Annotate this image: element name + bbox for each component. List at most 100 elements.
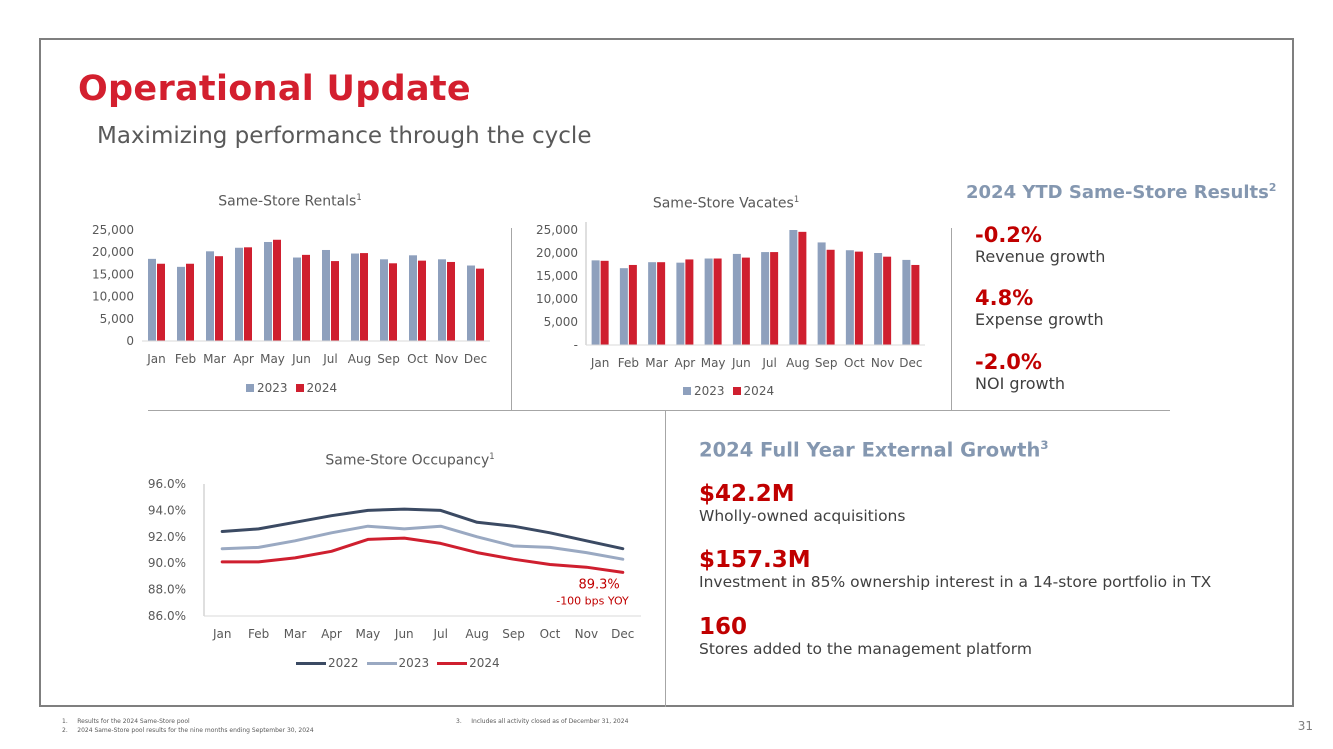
ytd-metric-noi: -2.0% NOI growth	[975, 350, 1065, 394]
y-tick-label: 20,000	[536, 246, 578, 260]
bar-2024-may	[713, 258, 722, 345]
bar-2024-jun	[302, 254, 310, 341]
y-tick-label: 88.0%	[148, 583, 186, 597]
x-tick-label: Jun	[394, 627, 414, 641]
footnote-1: 1. Results for the 2024 Same-Store pool	[62, 718, 190, 725]
occupancy-legend: 2022 2023 2024	[296, 656, 508, 670]
x-tick-label: Nov	[435, 352, 458, 366]
bar-2024-dec	[476, 268, 484, 341]
y-tick-label: -	[574, 338, 578, 352]
y-tick-label: 5,000	[544, 315, 578, 329]
bar-2023-may	[264, 241, 272, 341]
external-metric-acquisitions: $42.2M Wholly-owned acquisitions	[699, 481, 905, 527]
divider-horizontal	[148, 410, 1170, 411]
x-tick-label: Dec	[611, 627, 634, 641]
legend-label-2022: 2022	[328, 656, 359, 670]
legend-item-2023: 2023	[246, 381, 288, 395]
bar-2023-may	[704, 258, 713, 345]
rentals-chart: 25,000 20,000 15,000 10,000 5,000 0 Jan Feb Mar A…	[92, 223, 490, 366]
legend-label-2024: 2024	[306, 381, 338, 395]
bar-2024-feb	[186, 263, 194, 341]
bar-2023-mar	[206, 251, 214, 341]
x-tick-label: May	[701, 356, 726, 370]
page-subtitle: Maximizing performance through the cycle	[97, 123, 592, 149]
ytd-metric-revenue: -0.2% Revenue growth	[975, 223, 1105, 267]
bar-2023-feb	[177, 266, 185, 341]
legend-label-2023: 2023	[257, 381, 288, 395]
x-tick-label: Apr	[674, 356, 695, 370]
bar-2024-jan	[600, 260, 609, 345]
bar-2024-jul	[770, 252, 779, 345]
external-heading-sup: 3	[1040, 438, 1049, 452]
line-series-2022	[220, 507, 625, 551]
line-series-2023	[220, 524, 625, 561]
metric-value: -2.0%	[975, 350, 1042, 374]
x-tick-label: Oct	[540, 627, 561, 641]
legend-item-2024: 2024	[295, 381, 338, 395]
footnote-3: 3. Includes all activity closed as of De…	[456, 718, 629, 725]
bar-2024-jan	[157, 263, 165, 341]
metric-value: $42.2M	[699, 481, 795, 507]
metric-label: Expense growth	[975, 310, 1104, 330]
x-tick-label: Apr	[233, 352, 254, 366]
legend-label-2024: 2024	[469, 656, 500, 670]
bar-2024-jun	[741, 257, 750, 345]
divider-bottom	[665, 410, 666, 707]
legend-swatch-2023	[246, 384, 254, 392]
y-tick-label: 94.0%	[148, 503, 186, 517]
external-heading: 2024 Full Year External Growth3	[699, 438, 1049, 460]
x-tick-label: Nov	[575, 627, 598, 641]
y-tick-label: 25,000	[536, 223, 578, 237]
metric-label: Stores added to the management platform	[699, 640, 1032, 659]
x-tick-label: Aug	[465, 627, 488, 641]
x-tick-label: Mar	[645, 356, 668, 370]
x-tick-label: Dec	[899, 356, 922, 370]
bar-2024-jul	[331, 261, 339, 341]
x-tick-label: May	[260, 352, 285, 366]
bar-2024-apr	[244, 247, 252, 341]
legend-line-2023	[366, 661, 397, 665]
occupancy-chart-title-text: Same-Store Occupancy	[325, 452, 490, 469]
x-tick-label: Jan	[212, 627, 232, 641]
y-tick-label: 15,000	[92, 267, 134, 281]
y-tick-label: 0	[126, 334, 134, 348]
rentals-chart-title-sup: 1	[356, 192, 362, 202]
x-tick-label: Jan	[590, 356, 610, 370]
bar-2024-mar	[215, 256, 223, 341]
bar-2024-oct	[418, 260, 426, 341]
occupancy-chart: 96.0% 94.0% 92.0% 90.0% 88.0% 86.0% Jan Feb Mar A…	[148, 477, 641, 641]
divider-ytd	[951, 228, 952, 410]
rentals-legend: 2023 2024	[246, 381, 345, 395]
legend-swatch-2023	[683, 387, 691, 395]
rentals-chart-title: Same-Store Rentals1	[170, 192, 410, 210]
legend-item-2022: 2022	[296, 656, 359, 670]
x-tick-label: Jun	[731, 356, 751, 370]
bar-2024-oct	[854, 251, 863, 345]
bar-2023-feb	[619, 268, 628, 345]
y-tick-label: 15,000	[536, 269, 578, 283]
x-tick-label: Feb	[618, 356, 639, 370]
ytd-metric-expense: 4.8% Expense growth	[975, 286, 1104, 330]
x-tick-label: Aug	[786, 356, 809, 370]
bar-2023-aug	[789, 230, 798, 345]
metric-value: -0.2%	[975, 223, 1042, 247]
y-tick-label: 92.0%	[148, 530, 186, 544]
bar-2023-apr	[676, 262, 685, 345]
divider-charts	[511, 228, 512, 410]
x-tick-label: Jan	[146, 352, 166, 366]
vacates-chart-title: Same-Store Vacates1	[606, 194, 846, 212]
bar-2024-mar	[657, 262, 666, 345]
x-tick-label: Oct	[844, 356, 865, 370]
external-metric-investment: $157.3M Investment in 85% ownership inte…	[699, 547, 1211, 593]
legend-item-2024: 2024	[732, 384, 774, 398]
vacates-chart: 25,000 20,000 15,000 10,000 5,000 -Jan Feb Mar A…	[536, 222, 925, 370]
x-tick-label: Sep	[502, 627, 525, 641]
bar-2023-jul	[761, 252, 770, 345]
x-tick-label: Jun	[291, 352, 311, 366]
legend-swatch-2024	[732, 387, 741, 395]
legend-label-2023: 2023	[694, 384, 725, 398]
bar-2024-may	[273, 239, 281, 341]
metric-label: Investment in 85% ownership interest in …	[699, 573, 1212, 592]
y-tick-label: 20,000	[92, 245, 134, 259]
rentals-chart-title-text: Same-Store Rentals	[218, 193, 357, 210]
